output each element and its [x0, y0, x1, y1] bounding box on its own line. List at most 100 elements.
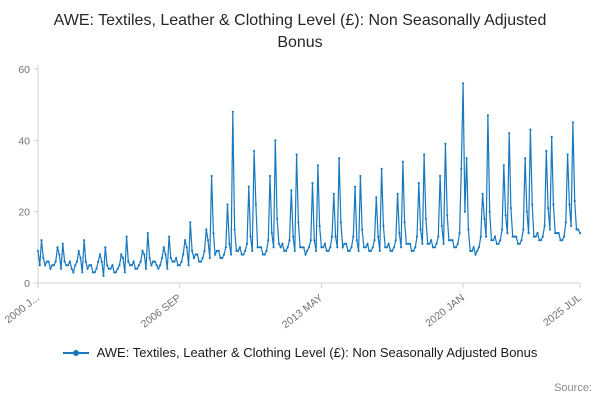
series-point	[392, 246, 396, 249]
series-point	[338, 157, 341, 160]
series-point	[474, 253, 477, 256]
series-point	[518, 242, 521, 246]
legend-label: AWE: Textiles, Leather & Clothing Level …	[96, 345, 538, 361]
series-point	[166, 267, 169, 270]
series-point	[162, 246, 165, 249]
series-point	[300, 246, 303, 249]
series-point	[410, 249, 413, 253]
series-point	[210, 175, 213, 178]
series-point	[329, 246, 332, 249]
series-point	[499, 239, 502, 242]
series-point	[522, 228, 525, 231]
series-point	[146, 232, 149, 235]
series-point	[40, 239, 43, 242]
series-point	[148, 257, 151, 260]
series-point	[63, 260, 66, 263]
series-point	[327, 249, 330, 253]
series-point	[295, 153, 298, 156]
series-point	[532, 235, 536, 238]
series-point	[268, 175, 272, 178]
series-point	[373, 239, 376, 242]
series-point	[458, 232, 461, 235]
series-point	[58, 253, 61, 256]
series-point	[508, 132, 511, 135]
series-point	[573, 200, 576, 203]
series-point	[157, 267, 160, 270]
series-point	[451, 239, 454, 242]
series-point	[403, 221, 406, 224]
series-point	[233, 228, 236, 231]
series-point	[447, 239, 450, 242]
series-point	[428, 242, 431, 246]
series-point	[297, 221, 300, 224]
series-point	[444, 142, 447, 146]
series-point	[400, 246, 403, 249]
series-point	[153, 260, 156, 263]
series-point	[531, 203, 534, 206]
series-point	[90, 264, 93, 267]
series-point	[440, 224, 443, 228]
series-point	[206, 239, 210, 242]
series-point	[555, 232, 559, 235]
series-point	[88, 264, 91, 267]
series-point	[155, 264, 158, 267]
series-point	[323, 242, 326, 246]
series-point	[568, 203, 571, 206]
series-point	[107, 267, 110, 270]
series-point	[302, 246, 305, 249]
series-point	[334, 235, 337, 238]
series-point	[554, 232, 557, 235]
series-point	[118, 264, 121, 267]
series-point	[144, 267, 148, 270]
series-point	[292, 235, 295, 238]
series-point	[129, 264, 132, 267]
series-point	[513, 235, 516, 238]
series-point	[231, 110, 234, 114]
series-point	[492, 239, 495, 242]
series-point	[414, 246, 417, 249]
series-point	[205, 228, 208, 231]
series-point	[67, 264, 70, 267]
series-point	[467, 228, 470, 231]
series-point	[375, 196, 378, 199]
series-point	[150, 264, 153, 267]
series-point	[405, 242, 408, 246]
series-point	[307, 246, 311, 249]
series-point	[77, 249, 80, 253]
series-point	[208, 257, 211, 260]
series-point	[263, 253, 266, 256]
series-point	[350, 246, 353, 249]
series-point	[284, 249, 288, 253]
series-point	[132, 260, 135, 263]
y-tick-label: 20	[18, 207, 30, 219]
series-point	[272, 246, 275, 249]
series-point	[79, 257, 82, 260]
series-point	[485, 235, 488, 238]
series-point	[276, 217, 279, 221]
series-point	[509, 207, 512, 210]
y-tick-label: 40	[18, 136, 30, 148]
legend[interactable]: AWE: Textiles, Leather & Clothing Level …	[0, 345, 600, 360]
series-point	[479, 235, 482, 238]
series-point	[550, 135, 553, 139]
series-point	[267, 239, 270, 242]
series-point	[130, 264, 133, 267]
series-point	[377, 235, 380, 238]
series-point	[539, 239, 543, 242]
series-point	[49, 267, 52, 270]
series-point	[547, 207, 550, 210]
series-point	[472, 246, 475, 249]
series-point	[570, 224, 573, 228]
series-point	[42, 257, 45, 260]
series-point	[437, 235, 440, 238]
series-point	[168, 235, 171, 238]
series-point	[463, 210, 466, 213]
series-point	[355, 239, 358, 242]
series-point	[214, 253, 217, 256]
series-point	[345, 242, 348, 246]
series-point	[198, 260, 201, 263]
series-point	[566, 153, 569, 156]
series-point	[391, 249, 394, 253]
series-point	[396, 192, 399, 196]
series-point	[446, 214, 449, 217]
